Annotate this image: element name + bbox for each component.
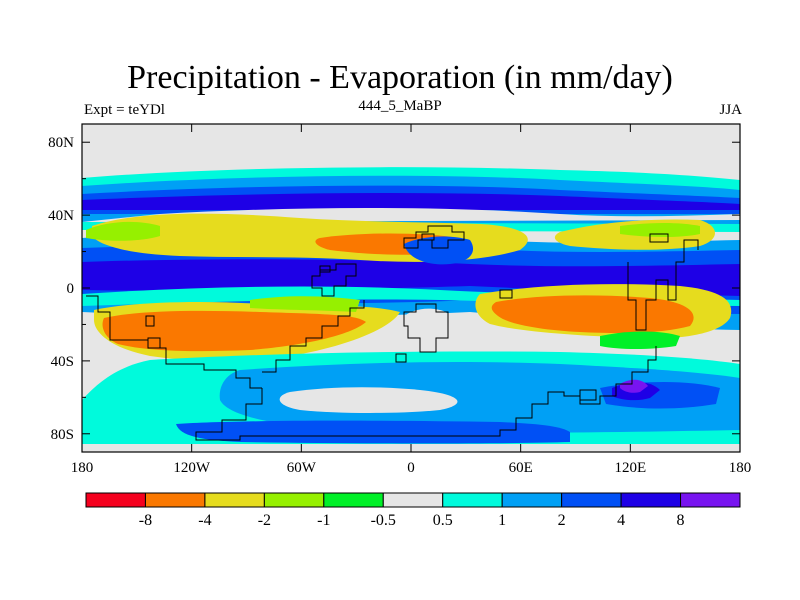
colorbar-swatch <box>323 492 384 508</box>
south-dry-green <box>250 296 360 312</box>
colorbar-swatch <box>442 492 503 508</box>
africa-blue <box>404 236 474 265</box>
colorbar-label: 4 <box>617 512 625 529</box>
colorbar-swatch <box>204 492 265 508</box>
period-label: 444_5_MaBP <box>358 98 442 114</box>
lat-label: 40N <box>48 208 74 224</box>
season-label: JJA <box>719 102 742 118</box>
coast-africa <box>403 303 449 353</box>
colorbar-swatch <box>85 492 146 508</box>
colorbar-swatch <box>382 492 444 508</box>
lon-label: 180 <box>729 460 752 476</box>
coast-island-2 <box>147 337 161 349</box>
colorbar-label: -8 <box>139 512 152 529</box>
coast-island-1 <box>145 315 155 327</box>
coast-southern-ocean <box>195 346 657 441</box>
coast-island-3 <box>395 353 407 363</box>
lon-label: 180 <box>71 460 94 476</box>
map-title: Precipitation - Evaporation (in mm/day) <box>127 59 673 96</box>
coast-asia-east <box>627 239 699 331</box>
colorbar-label: -1 <box>317 512 330 529</box>
lat-label: 80S <box>51 427 74 443</box>
asia-dry-green <box>620 223 700 237</box>
africa-land-gray <box>402 308 449 353</box>
north-band-deepblue <box>82 193 740 210</box>
lon-label: 120W <box>173 460 211 476</box>
coast-south-america-west <box>86 295 262 389</box>
colorbar-swatch <box>680 492 741 508</box>
south-dry-orange <box>102 310 366 352</box>
south-violet <box>620 379 648 393</box>
colorbar: -8 -4 -2 -1 -0.5 0.5 1 2 4 8 <box>85 492 741 529</box>
coast-north-america <box>311 263 357 297</box>
colorbar-swatch <box>620 492 682 508</box>
colorbar-label: -2 <box>258 512 271 529</box>
lon-label: 0 <box>407 460 415 476</box>
lon-label: 120E <box>614 460 646 476</box>
colorbar-label: 0.5 <box>433 512 453 529</box>
lon-label: 60E <box>509 460 533 476</box>
colorbar-label: 2 <box>558 512 566 529</box>
coast-island-7 <box>579 389 597 401</box>
lat-label: 40S <box>51 354 74 370</box>
lon-label: 60W <box>287 460 317 476</box>
coastlines <box>86 225 699 441</box>
colorbar-label: 8 <box>677 512 685 529</box>
north-dry-green <box>86 221 160 241</box>
experiment-label: Expt = teYDl <box>84 102 165 118</box>
antarctic-ring-blue <box>176 420 570 444</box>
map-plot-area <box>82 124 740 452</box>
east-dry-green <box>600 331 680 349</box>
coast-island-4 <box>421 233 435 241</box>
colorbar-swatch <box>144 492 206 508</box>
colorbar-label: -4 <box>198 512 211 529</box>
colorbar-label: 1 <box>498 512 506 529</box>
south-gap <box>279 387 458 413</box>
colorbar-swatch <box>501 492 563 508</box>
coast-island-5 <box>649 233 669 243</box>
colorbar-swatch <box>561 492 622 508</box>
colorbar-swatch <box>263 492 325 508</box>
east-dry-orange <box>491 295 694 334</box>
lat-label: 80N <box>48 135 74 151</box>
lat-label: 0 <box>67 281 75 297</box>
coast-south-america-east <box>262 300 365 373</box>
map-axes: 80N 40N 0 40S 80S 180 120W 60W 0 60E 120E 180 <box>48 124 751 476</box>
colorbar-label: -0.5 <box>371 512 396 529</box>
coast-island-8 <box>319 265 331 273</box>
coast-eurasia-north <box>403 225 465 249</box>
coast-island-6 <box>499 289 513 299</box>
south-lightblue <box>219 362 740 433</box>
